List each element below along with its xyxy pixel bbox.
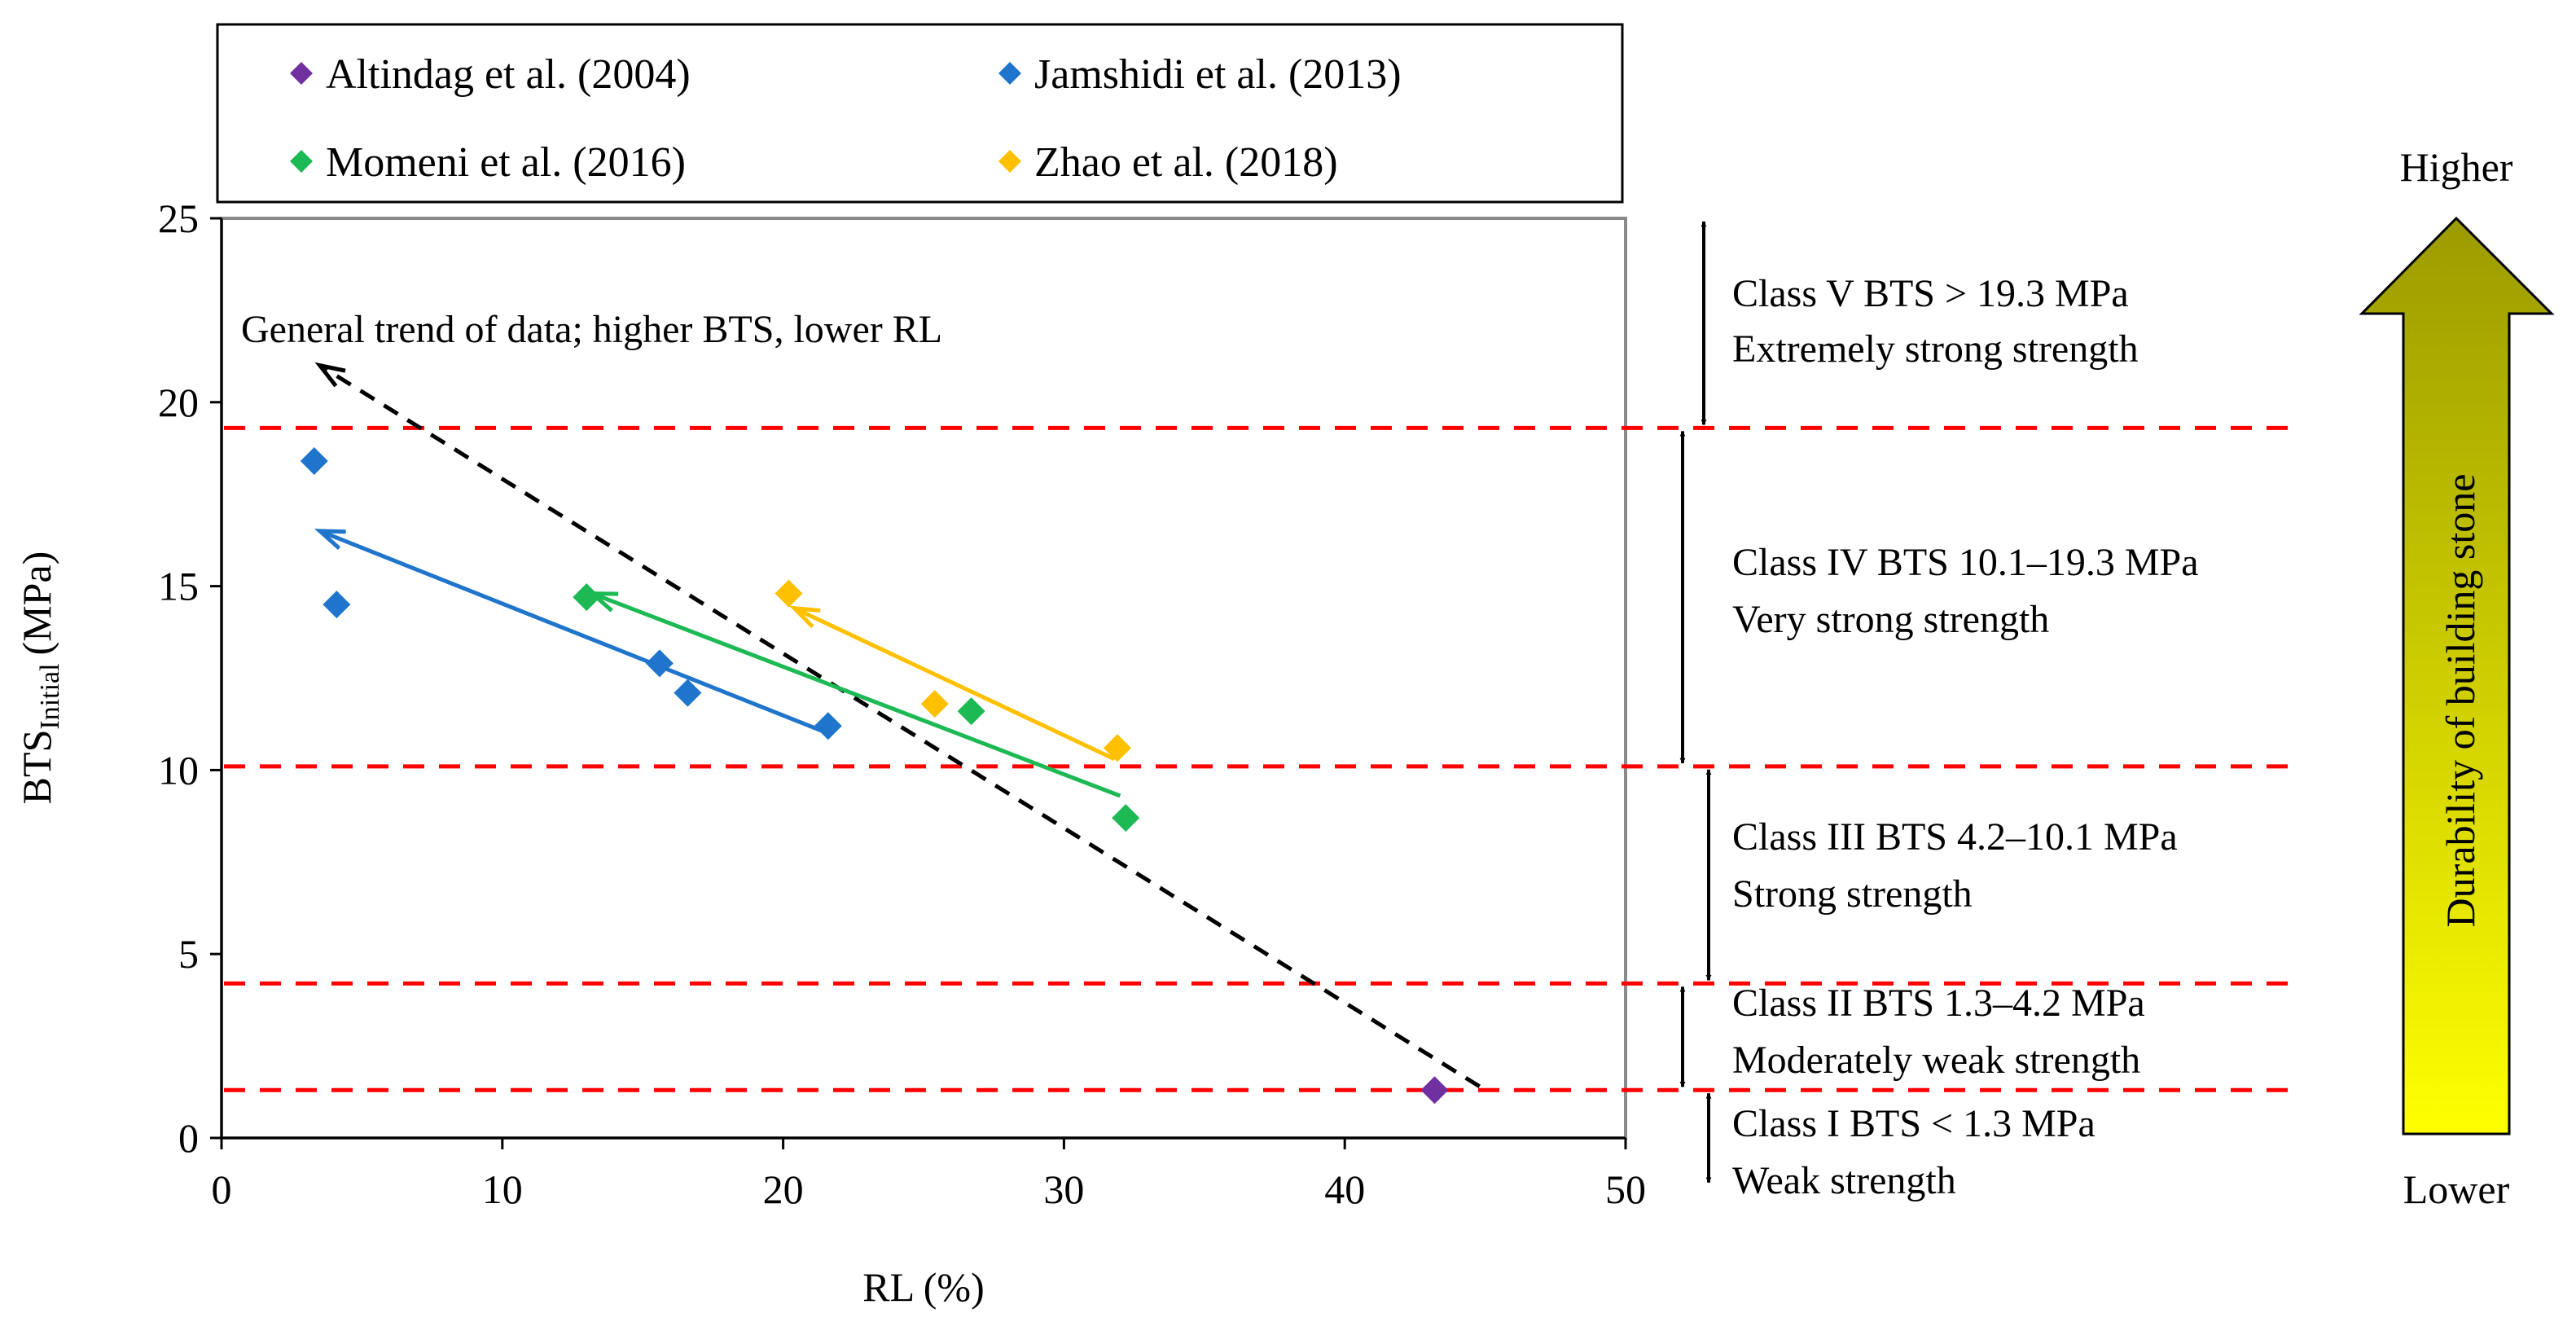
y-tick-label: 10 [158, 747, 199, 793]
general-trend-line-head [314, 362, 346, 388]
legend-label-jamshidi: Jamshidi et al. (2013) [1034, 51, 1402, 98]
class-title: Class I BTS < 1.3 MPa [1732, 1102, 2095, 1145]
data-point-momeni [573, 583, 601, 612]
data-point-jamshidi [645, 649, 674, 678]
general-trend-line [318, 363, 1481, 1088]
legend-label-zhao: Zhao et al. (2018) [1034, 139, 1338, 186]
x-tick-label: 50 [1605, 1166, 1646, 1212]
legend-marker-altindag [290, 62, 313, 85]
class-description: Weak strength [1732, 1159, 1956, 1202]
y-axis-title-sub: Initial [35, 663, 65, 729]
data-point-zhao [920, 690, 949, 718]
x-axis-title: RL (%) [862, 1264, 985, 1310]
plot-frame [220, 217, 1627, 1140]
y-axis-title-main: BTS [14, 730, 59, 805]
data-point-jamshidi [300, 447, 328, 476]
legend-label-momeni: Momeni et al. (2016) [326, 139, 686, 186]
legend-label-altindag: Altindag et al. (2004) [326, 51, 691, 98]
legend: Altindag et al. (2004) Jamshidi et al. (2… [216, 23, 1624, 204]
durability-label: Durability of building stone [2438, 474, 2483, 928]
y-tick-label: 20 [158, 380, 199, 425]
trend-line-zhao-head [788, 605, 821, 629]
durability-arrow: Durability of building stone Higher Lowe… [2359, 144, 2555, 1212]
class-annotations: Class V BTS > 19.3 MPa Extremely strong s… [1679, 221, 2199, 1202]
trend-lines [314, 362, 1481, 1088]
x-tick-label: 40 [1324, 1166, 1365, 1212]
x-tick-label: 30 [1043, 1166, 1084, 1212]
data-point-zhao [775, 579, 803, 608]
general-trend-label: General trend of data; higher BTS, lower… [241, 308, 942, 351]
class-description: Very strong strength [1732, 598, 2049, 641]
y-tick-label: 5 [178, 931, 199, 977]
data-point-jamshidi [814, 712, 842, 740]
y-tick-label: 15 [158, 564, 199, 609]
y-tick-label: 25 [158, 195, 199, 241]
data-points [300, 447, 1449, 1105]
durability-arrow-shape [2359, 216, 2555, 1136]
trend-line-zhao [793, 606, 1116, 762]
x-tick-label: 10 [482, 1166, 523, 1212]
data-point-zhao [1103, 734, 1131, 762]
data-point-altindag [1420, 1076, 1449, 1105]
class-description: Extremely strong strength [1732, 327, 2139, 371]
trend-line-jamshidi-head [314, 529, 346, 551]
trend-line-momeni [591, 591, 1121, 798]
y-tick-label: 0 [178, 1115, 199, 1161]
x-tick-label: 0 [212, 1166, 232, 1212]
legend-marker-zhao [998, 150, 1021, 173]
durability-lower: Lower [2403, 1166, 2510, 1212]
data-point-momeni [957, 697, 985, 726]
class-lines [224, 425, 2297, 1092]
class-title: Class II BTS 1.3–4.2 MPa [1732, 982, 2145, 1025]
durability-higher: Higher [2400, 144, 2513, 190]
data-point-momeni [1112, 804, 1140, 832]
class-description: Strong strength [1732, 872, 1973, 916]
legend-marker-jamshidi [998, 62, 1021, 85]
legend-frame [216, 23, 1624, 204]
x-tick-label: 20 [763, 1166, 804, 1212]
data-point-jamshidi [323, 591, 351, 619]
axes: 0 5 10 15 20 25 0 10 20 30 40 50 [158, 195, 1646, 1212]
class-title: Class III BTS 4.2–10.1 MPa [1732, 815, 2178, 859]
class-title: Class IV BTS 10.1–19.3 MPa [1732, 541, 2199, 584]
data-point-jamshidi [674, 679, 702, 707]
class-description: Moderately weak strength [1732, 1039, 2140, 1082]
trend-line-jamshidi [318, 529, 829, 736]
y-axis-title-unit: (MPa) [14, 551, 59, 656]
legend-marker-momeni [290, 150, 313, 173]
y-axis-title: BTSInitial (MPa) [14, 551, 65, 805]
class-title: Class V BTS > 19.3 MPa [1732, 272, 2129, 315]
